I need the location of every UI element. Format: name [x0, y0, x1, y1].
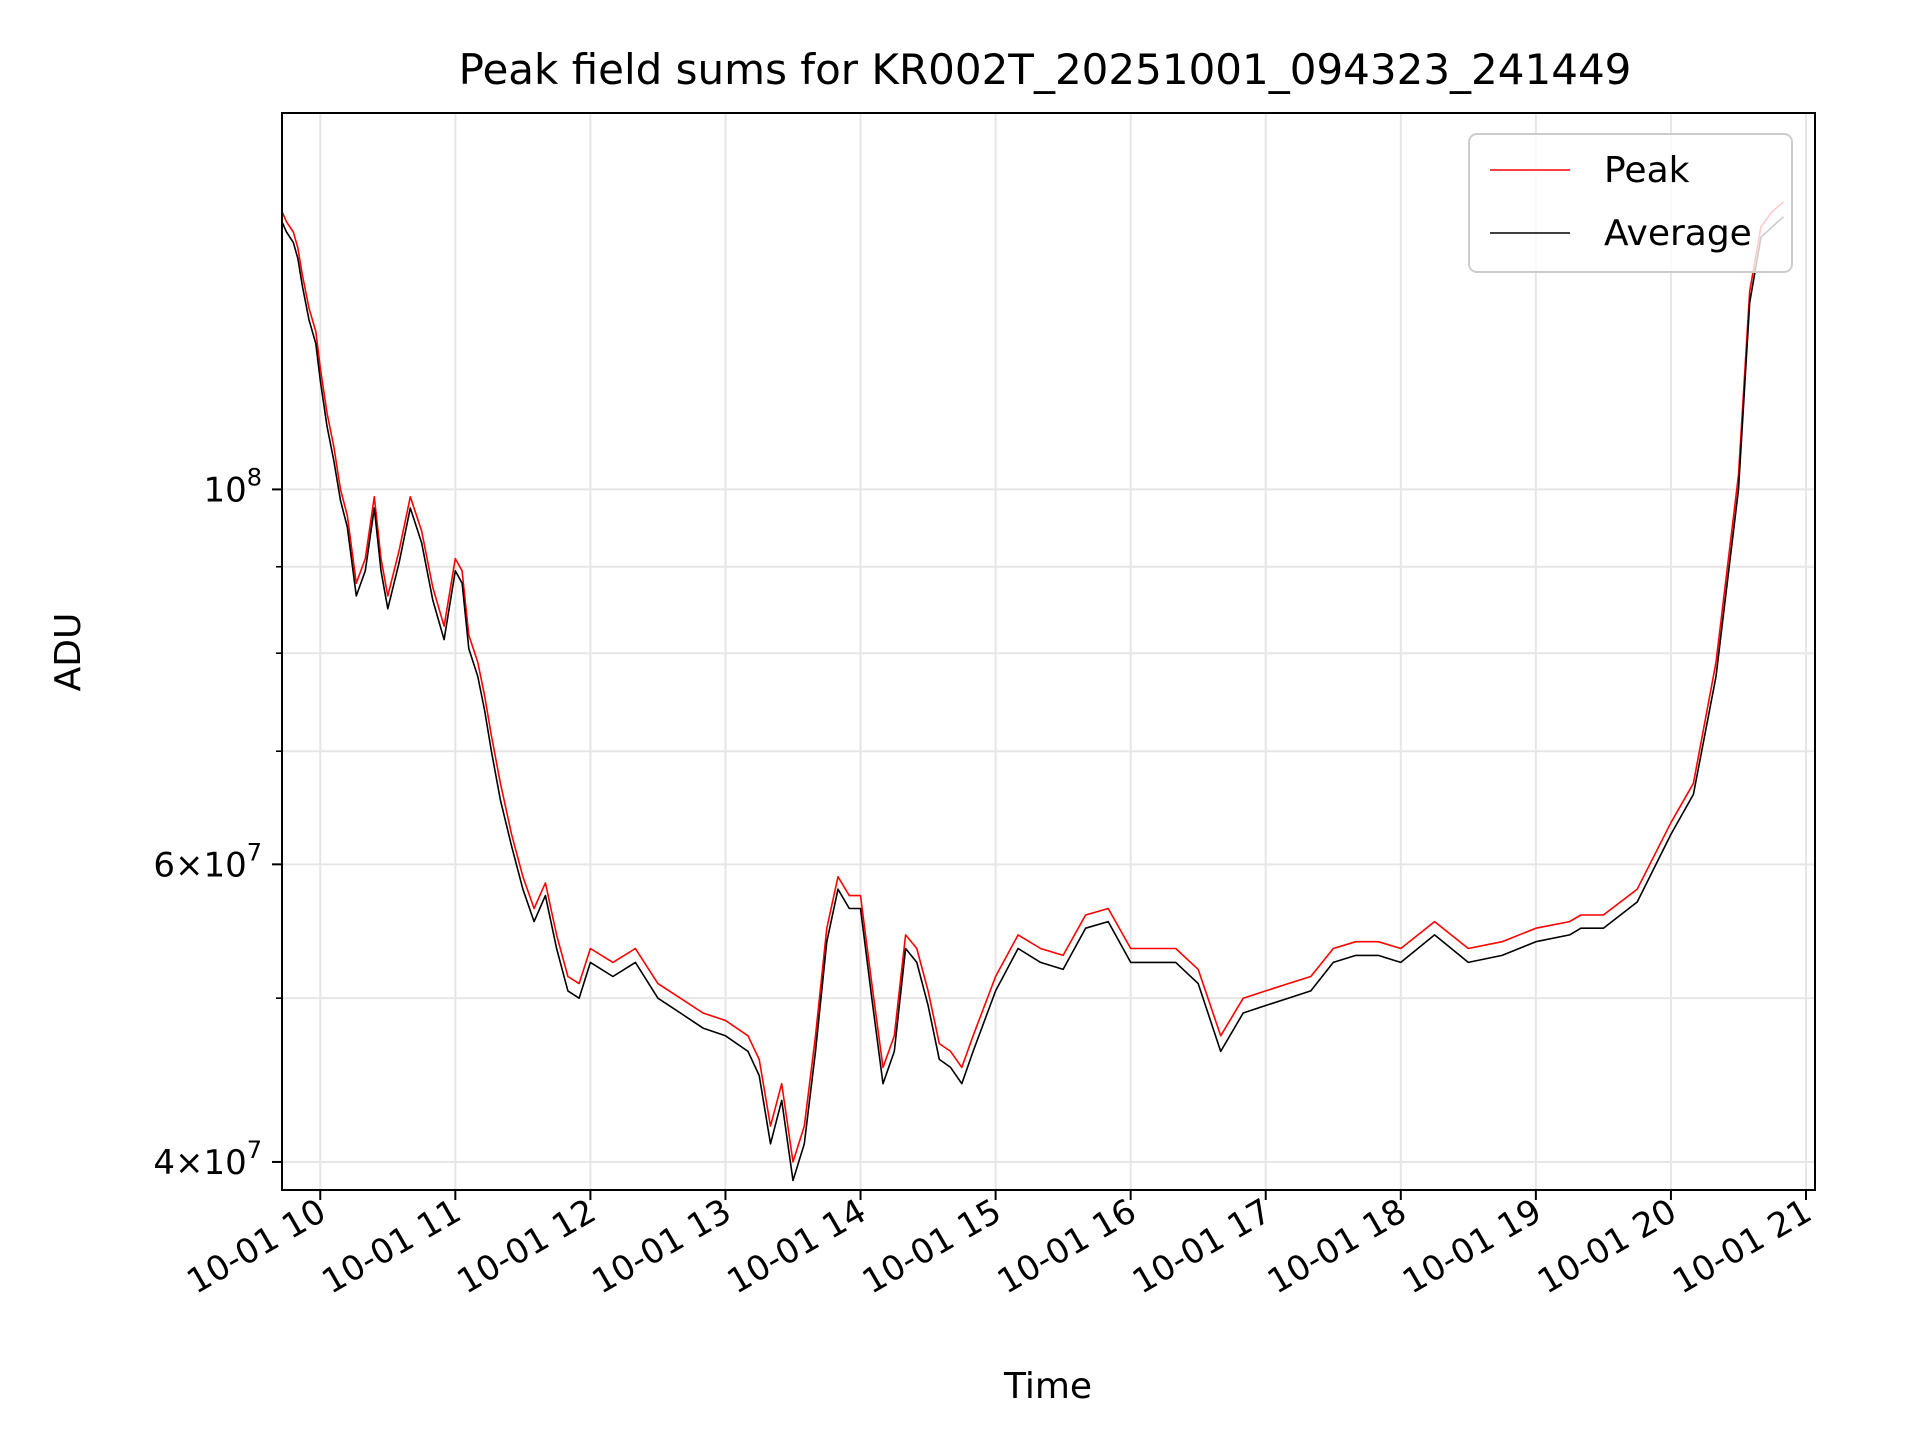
- y-axis-label: ADU: [48, 613, 89, 692]
- y-tick-label: 108: [203, 463, 262, 510]
- legend: Peak Average: [1468, 133, 1793, 273]
- legend-label-average: Average: [1604, 213, 1752, 254]
- series-layer: [281, 201, 1785, 1182]
- series-line-average: [281, 216, 1785, 1182]
- y-tick-label: 6×107: [153, 838, 262, 885]
- legend-label-peak: Peak: [1604, 150, 1690, 191]
- grid: [282, 113, 1815, 1190]
- plot-frame: [281, 112, 1816, 1191]
- x-axis-label: Time: [1003, 1366, 1092, 1407]
- chart-title: Peak field sums for KR002T_20251001_0943…: [459, 45, 1632, 94]
- y-axis: 4×107 6×107 108: [153, 463, 282, 1183]
- series-line-peak: [281, 201, 1785, 1163]
- y-tick-label: 4×107: [153, 1136, 262, 1183]
- legend-box: [1468, 133, 1793, 273]
